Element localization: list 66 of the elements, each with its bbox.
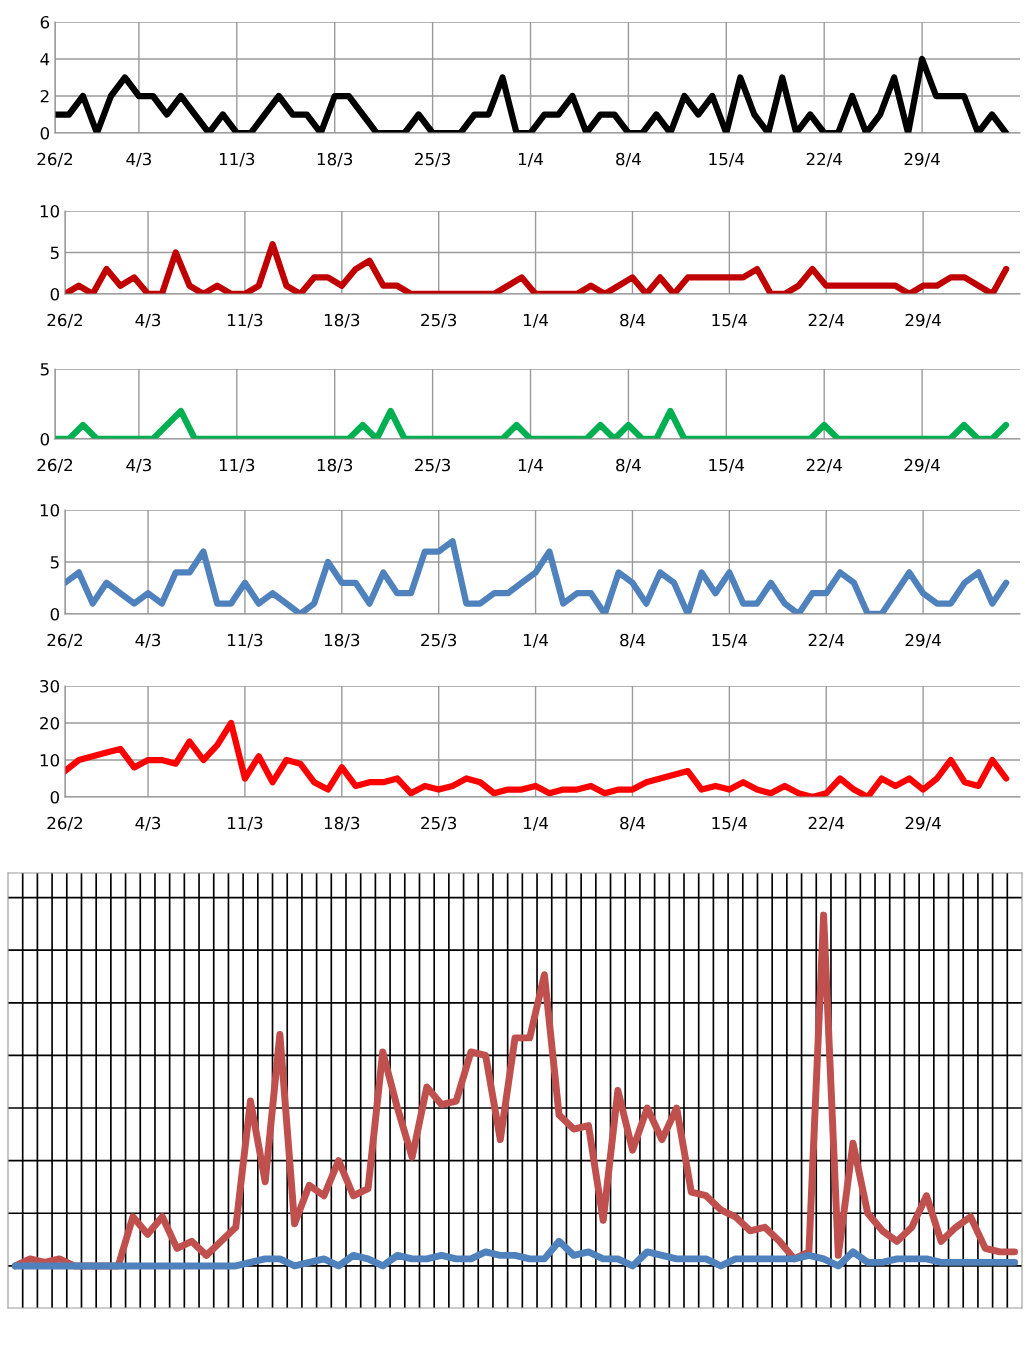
x-tick-label: 26/2 (47, 816, 83, 831)
x-tick-label: 1/4 (524, 816, 549, 831)
x-tick-label: 29/4 (904, 458, 940, 473)
x-tick-label: 1/4 (518, 152, 543, 167)
x-tick-label: 15/4 (709, 458, 745, 473)
x-tick-label: 4/3 (126, 152, 151, 167)
x-tick-label: 25/3 (421, 816, 457, 831)
y-tick-label: 0 (50, 607, 60, 621)
x-tick-label: 1/4 (524, 633, 549, 648)
y-tick-label: 10 (40, 204, 60, 218)
y-tick-label: 6 (40, 15, 50, 29)
x-tick-label: 26/2 (47, 633, 83, 648)
x-tick-label: 25/3 (415, 152, 450, 167)
y-tick-label: 10 (40, 503, 60, 517)
x-tick-label: 22/4 (808, 816, 845, 831)
x-tick-label: 22/4 (806, 458, 842, 473)
x-tick-label: 15/4 (709, 152, 745, 167)
x-tick-label: 11/3 (228, 816, 263, 831)
x-tick-label: 11/3 (228, 633, 263, 648)
x-tick-label: 22/4 (808, 313, 845, 328)
x-tick-label: 1/4 (524, 313, 549, 328)
x-tick-label: 11/3 (219, 458, 255, 473)
y-tick-label: 0 (50, 790, 60, 804)
x-tick-label: 25/3 (421, 313, 457, 328)
x-tick-label: 25/3 (421, 633, 457, 648)
x-tick-label: 26/2 (47, 313, 83, 328)
x-tick-label: 8/4 (620, 816, 645, 831)
x-tick-label: 15/4 (712, 313, 748, 328)
x-tick-label: 4/3 (135, 313, 161, 328)
x-tick-label: 4/3 (135, 633, 161, 648)
x-tick-label: 18/3 (324, 633, 360, 648)
y-tick-label: 5 (50, 556, 59, 569)
x-tick-label: 8/4 (616, 458, 641, 473)
x-tick-label: 15/4 (712, 633, 748, 648)
x-tick-label: 22/4 (806, 152, 842, 167)
x-tick-label: 18/3 (317, 458, 353, 473)
y-tick-label: 20 (40, 716, 60, 730)
x-tick-label: 8/4 (616, 152, 641, 167)
y-tick-label: 0 (40, 432, 50, 446)
y-tick-label: 5 (50, 246, 59, 260)
x-tick-label: 4/3 (135, 816, 161, 831)
x-tick-label: 29/4 (905, 633, 941, 648)
y-tick-label: 4 (40, 53, 50, 66)
x-tick-label: 8/4 (620, 633, 645, 648)
x-tick-label: 29/4 (905, 313, 941, 328)
x-tick-label: 18/3 (317, 152, 353, 167)
x-tick-label: 29/4 (904, 152, 940, 167)
x-tick-label: 18/3 (324, 313, 360, 328)
y-tick-label: 0 (40, 126, 50, 140)
x-tick-label: 26/2 (37, 152, 73, 167)
x-tick-label: 25/3 (415, 458, 450, 473)
x-tick-label: 1/4 (518, 458, 543, 473)
x-tick-label: 18/3 (324, 816, 360, 831)
x-tick-label: 29/4 (905, 816, 941, 831)
x-tick-label: 8/4 (620, 313, 645, 328)
x-tick-label: 15/4 (712, 816, 748, 831)
y-tick-label: 10 (40, 753, 60, 767)
y-tick-label: 2 (40, 89, 49, 103)
y-tick-label: 0 (50, 287, 60, 301)
x-tick-label: 4/3 (126, 458, 151, 473)
x-tick-label: 11/3 (228, 313, 263, 328)
x-tick-label: 11/3 (219, 152, 255, 167)
y-tick-label: 5 (40, 363, 49, 376)
y-tick-label: 30 (40, 679, 60, 693)
x-tick-label: 22/4 (808, 633, 845, 648)
x-tick-label: 26/2 (37, 458, 73, 473)
